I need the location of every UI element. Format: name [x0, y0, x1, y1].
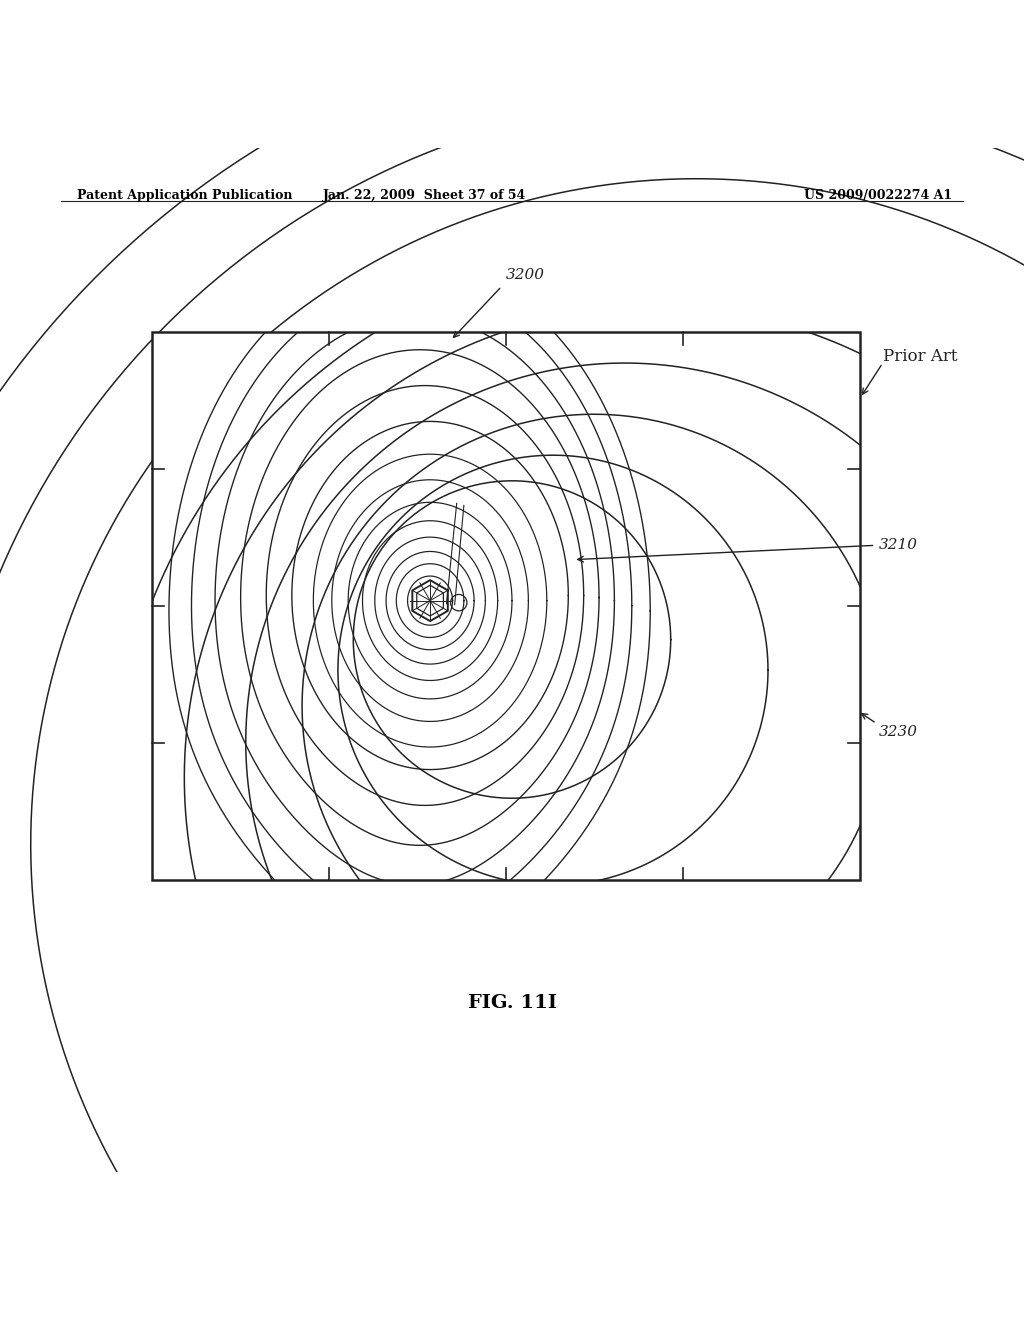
Text: Jan. 22, 2009  Sheet 37 of 54: Jan. 22, 2009 Sheet 37 of 54	[324, 189, 526, 202]
Text: Prior Art: Prior Art	[883, 348, 957, 366]
Text: Patent Application Publication: Patent Application Publication	[77, 189, 292, 202]
Text: FIG. 11I: FIG. 11I	[468, 994, 556, 1012]
Text: 3200: 3200	[506, 268, 545, 282]
Text: US 2009/0022274 A1: US 2009/0022274 A1	[804, 189, 952, 202]
Text: 3230: 3230	[879, 725, 918, 739]
Text: 3210: 3210	[879, 539, 918, 552]
Bar	[152, 333, 860, 880]
